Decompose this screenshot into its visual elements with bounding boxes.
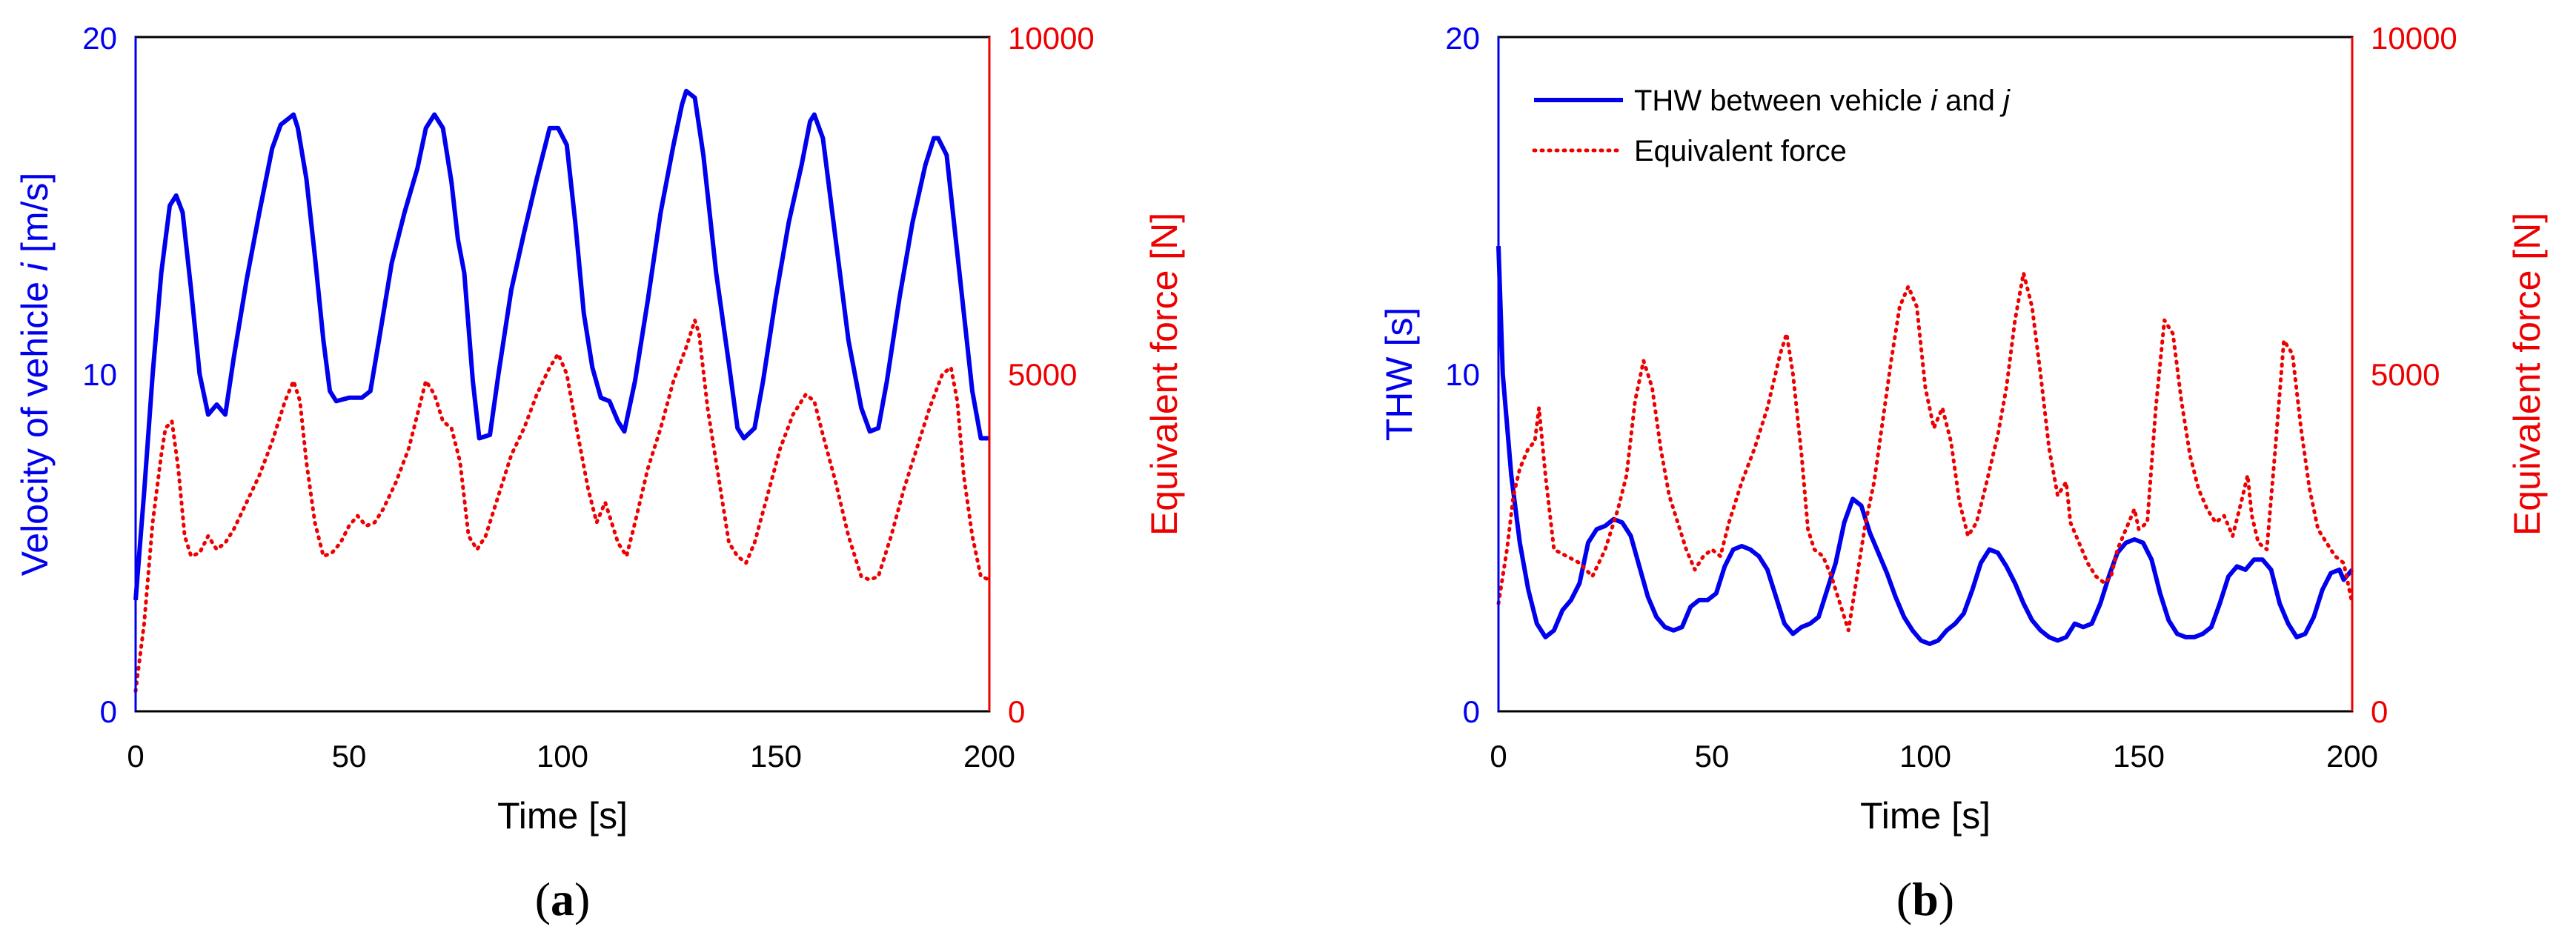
x-axis-label-a: Time [s] xyxy=(497,795,628,837)
panel-a: 0 50 100 150 200 0 10 20 0 5000 10000 Ti… xyxy=(14,21,1185,925)
y-left-tick-label-b: 20 xyxy=(1445,21,1480,56)
y-right-axis-label-b: Equivalent force [N] xyxy=(2506,213,2548,536)
axes-a xyxy=(134,37,991,711)
legend-label-thw: THW between vehicle i and j xyxy=(1634,84,2011,117)
y-right-tick-label-b: 10000 xyxy=(2371,21,2457,56)
plot-area-b xyxy=(1497,36,2354,713)
y-right-axis-label-a: Equivalent force [N] xyxy=(1143,213,1185,536)
x-tick-label-a: 150 xyxy=(750,739,802,774)
panel-caption-a: (a) xyxy=(535,873,591,925)
y-right-tick-label-b: 5000 xyxy=(2371,357,2440,392)
y-right-tick-label-a: 5000 xyxy=(1008,357,1077,392)
panel-b: THW between vehicle i and j Equivalent f… xyxy=(1378,21,2548,925)
x-tick-label-a: 0 xyxy=(127,739,144,774)
y-left-tick-label-a: 0 xyxy=(100,694,117,729)
force-series-line-b xyxy=(1496,271,2354,633)
primary-series-line-b xyxy=(1496,245,2354,646)
series-group-a xyxy=(133,88,992,694)
x-tick-label-a: 100 xyxy=(537,739,588,774)
y-right-tick-label-a: 0 xyxy=(1008,694,1025,729)
primary-series-line-a xyxy=(133,88,989,601)
y-left-tick-label-a: 20 xyxy=(82,21,117,56)
axes-b xyxy=(1497,37,2354,711)
y-left-tick-label-b: 10 xyxy=(1445,357,1480,392)
y-left-tick-label-b: 0 xyxy=(1463,694,1480,729)
x-axis-label-b: Time [s] xyxy=(1860,795,1991,837)
series-group-b xyxy=(1496,245,2354,646)
panel-caption-b: (b) xyxy=(1896,873,1954,925)
x-tick-label-a: 50 xyxy=(332,739,367,774)
plot-area-a xyxy=(134,36,991,713)
y-right-tick-label-a: 10000 xyxy=(1008,21,1095,56)
x-tick-label-b: 100 xyxy=(1899,739,1951,774)
y-right-tick-label-b: 0 xyxy=(2371,694,2388,729)
y-left-tick-label-a: 10 xyxy=(82,357,117,392)
y-left-axis-label-b: THW [s] xyxy=(1378,307,1420,442)
legend-label-force: Equivalent force xyxy=(1634,135,1847,167)
x-tick-label-b: 50 xyxy=(1695,739,1730,774)
x-tick-label-b: 150 xyxy=(2113,739,2165,774)
force-series-line-a xyxy=(133,318,992,694)
x-tick-label-b: 0 xyxy=(1490,739,1507,774)
x-tick-label-b: 200 xyxy=(2326,739,2378,774)
legend-b: THW between vehicle i and j Equivalent f… xyxy=(1532,84,2011,167)
x-tick-label-a: 200 xyxy=(963,739,1015,774)
y-left-axis-label-a: Velocity of vehicle i [m/s] xyxy=(14,173,56,576)
